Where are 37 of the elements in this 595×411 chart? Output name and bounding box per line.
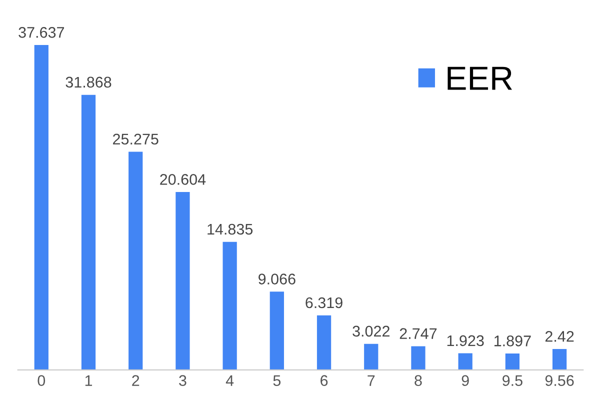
bar bbox=[222, 242, 237, 370]
bar bbox=[411, 346, 426, 370]
data-label: 1.897 bbox=[494, 336, 531, 346]
x-tick-label: 7 bbox=[368, 375, 375, 386]
data-label: 2.42 bbox=[545, 331, 574, 342]
x-tick-label: 9.5 bbox=[502, 375, 522, 386]
x-tick-label: 9 bbox=[462, 375, 469, 386]
bar bbox=[505, 354, 520, 370]
x-tick-label: 8 bbox=[414, 375, 422, 386]
data-label: 37.637 bbox=[18, 27, 64, 38]
data-label: 6.319 bbox=[306, 297, 342, 308]
x-tick-label: 3 bbox=[179, 375, 186, 386]
data-label: 2.747 bbox=[400, 328, 437, 339]
bar bbox=[270, 292, 284, 370]
bar bbox=[128, 152, 143, 370]
x-tick-label: 1 bbox=[85, 375, 92, 386]
bar bbox=[552, 349, 567, 370]
bar bbox=[316, 315, 332, 370]
bar bbox=[81, 94, 96, 370]
x-tick-label: 2 bbox=[132, 375, 140, 386]
legend-label: EER bbox=[448, 66, 512, 90]
x-tick-label: 4 bbox=[226, 375, 234, 386]
data-label: 3.022 bbox=[352, 326, 390, 337]
data-label: 25.275 bbox=[113, 134, 158, 145]
data-label: 1.923 bbox=[447, 335, 484, 346]
x-tick-label: 0 bbox=[38, 375, 46, 386]
bar bbox=[458, 353, 472, 370]
data-label: 31.868 bbox=[66, 76, 112, 88]
x-tick-label: 9.56 bbox=[545, 375, 574, 386]
bar bbox=[34, 45, 48, 370]
bar bbox=[176, 192, 190, 370]
data-label: 14.835 bbox=[208, 224, 253, 235]
x-tick-label: 6 bbox=[320, 375, 328, 386]
x-tick-label: 5 bbox=[273, 375, 281, 386]
data-label: 20.604 bbox=[160, 174, 206, 185]
data-label: 9.066 bbox=[258, 274, 296, 284]
bar bbox=[364, 344, 378, 370]
